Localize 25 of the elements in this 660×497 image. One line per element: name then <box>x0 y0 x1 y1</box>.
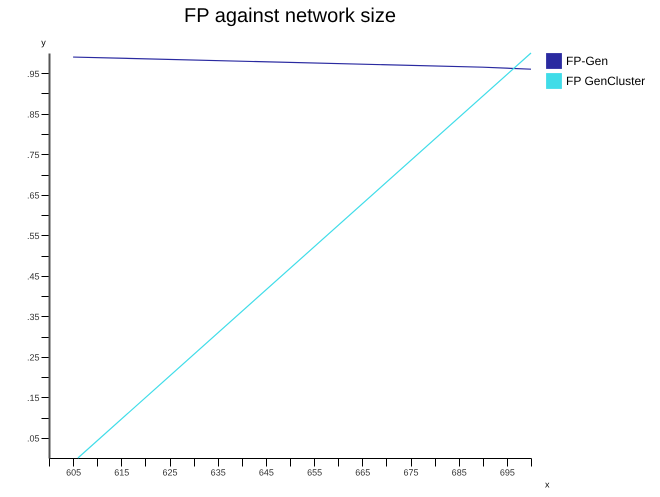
legend-label: FP-Gen <box>566 54 608 68</box>
x-tick-label: 625 <box>162 468 178 478</box>
x-tick-label: 605 <box>66 468 82 478</box>
x-tick-label: 615 <box>114 468 130 478</box>
y-tick-label: .85 <box>26 109 40 120</box>
y-tick-label: .05 <box>26 433 40 444</box>
y-tick-label: .75 <box>26 150 40 160</box>
y-tick-label: .55 <box>26 230 40 241</box>
y-tick-label: .25 <box>26 352 40 362</box>
x-tick-label: 695 <box>500 468 515 478</box>
y-axis-title: y <box>41 38 46 48</box>
legend-label: FP GenCluster <box>566 74 646 88</box>
y-tick-label: .35 <box>26 312 40 322</box>
x-tick-label: 685 <box>452 468 467 478</box>
x-tick-label: 665 <box>355 468 370 478</box>
x-tick-label: 655 <box>307 468 322 478</box>
x-tick-label: 635 <box>210 468 226 478</box>
y-tick-label: .65 <box>26 190 40 200</box>
x-tick-label: 645 <box>258 468 274 478</box>
y-tick-label: .95 <box>26 68 40 79</box>
x-axis-title: x <box>545 480 550 490</box>
chart-title: FP against network size <box>184 5 396 27</box>
y-tick-label: .15 <box>26 392 40 403</box>
x-tick-label: 675 <box>403 468 419 478</box>
y-tick-label: .45 <box>26 271 40 282</box>
